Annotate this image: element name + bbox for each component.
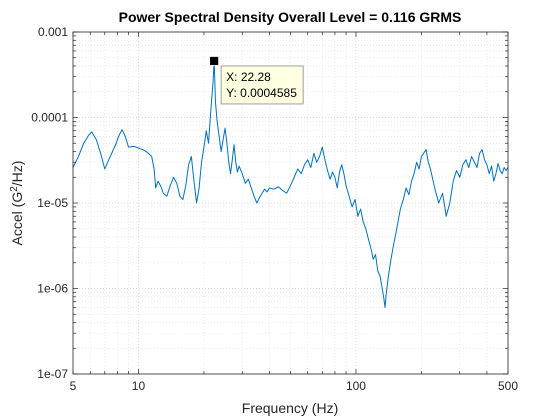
chart-title: Power Spectral Density Overall Level = 0… <box>119 9 462 25</box>
series-layer <box>72 60 509 308</box>
x-axis-label: Frequency (Hz) <box>242 400 338 416</box>
data-tip-y-text: Y: 0.0004585 <box>226 86 297 100</box>
y-tick-label: 0.001 <box>38 25 68 39</box>
tick-labels: 5 10 100 500 1e-07 1e-06 1e-05 0.0001 0.001 <box>31 25 518 393</box>
y-tick-label: 1e-07 <box>37 367 68 381</box>
y-tick-label: 0.0001 <box>31 111 68 125</box>
data-tip-box <box>220 65 304 105</box>
data-tip-marker[interactable] <box>209 56 220 66</box>
y-axis-label-prefix: Accel (G <box>9 192 25 246</box>
data-tip-x-text: X: 22.28 <box>226 70 271 84</box>
x-tick-label: 500 <box>498 379 518 393</box>
tick-marks <box>72 31 509 375</box>
y-axis-label: Accel (G2/Hz) <box>9 161 25 246</box>
x-tick-label: 100 <box>346 379 366 393</box>
y-axis-label-superscript: 2 <box>9 186 20 192</box>
y-tick-label: 1e-05 <box>37 196 68 210</box>
y-axis-label-suffix: /Hz) <box>9 161 25 187</box>
y-tick-label: 1e-06 <box>37 282 68 296</box>
x-tick-label: 10 <box>132 379 146 393</box>
x-tick-label: 5 <box>70 379 77 393</box>
psd-series-line <box>72 60 509 308</box>
data-tip[interactable]: X: 22.28 Y: 0.0004585 <box>209 56 304 105</box>
